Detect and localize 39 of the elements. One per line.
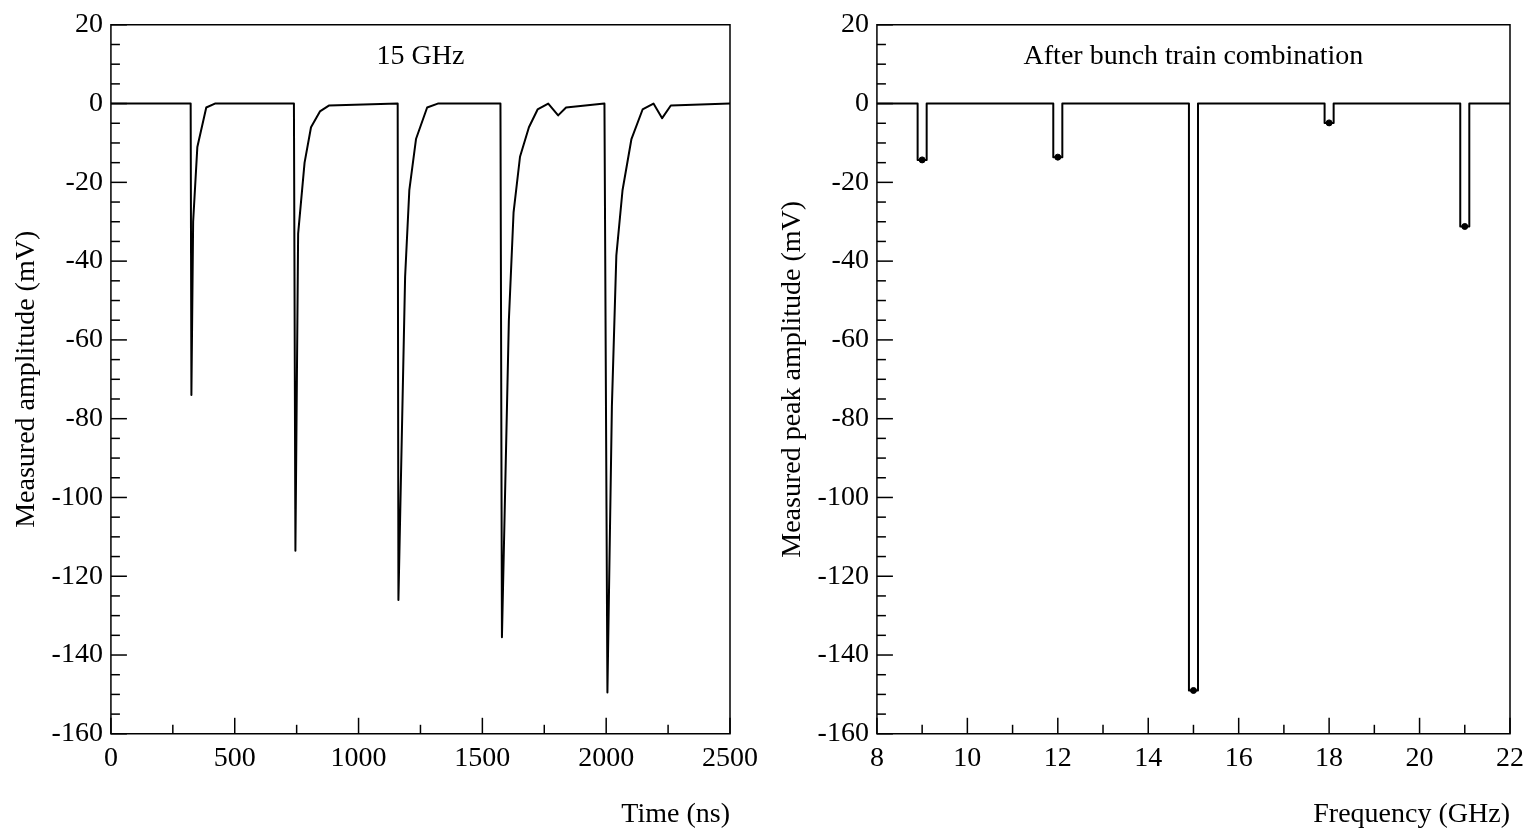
y-tick-label: -40 xyxy=(65,243,103,275)
y-tick-label: -160 xyxy=(817,716,869,748)
y-tick-label: 0 xyxy=(88,85,103,117)
y-tick-label: -60 xyxy=(831,322,869,354)
y-tick-label: 20 xyxy=(840,7,869,39)
y-tick-label: 0 xyxy=(854,85,869,117)
x-tick-label: 16 xyxy=(1224,740,1253,772)
y-tick-label: -60 xyxy=(65,322,103,354)
y-tick-label: -40 xyxy=(831,243,869,275)
y-tick-label: -140 xyxy=(51,637,103,669)
y-tick-label: -20 xyxy=(831,164,869,196)
y-tick-label: 20 xyxy=(74,7,103,39)
y-tick-label: -120 xyxy=(51,558,103,590)
x-axis-title: Frequency (GHz) xyxy=(1313,796,1510,828)
x-tick-label: 1500 xyxy=(454,740,511,772)
x-tick-label: 12 xyxy=(1043,740,1072,772)
y-tick-label: -80 xyxy=(831,401,869,433)
x-tick-label: 22 xyxy=(1496,740,1524,772)
x-tick-label: 14 xyxy=(1134,740,1163,772)
x-tick-label: 2000 xyxy=(578,740,635,772)
x-tick-label: 500 xyxy=(213,740,256,772)
x-tick-label: 2500 xyxy=(702,740,758,772)
y-axis-title: Measured amplitude (mV) xyxy=(9,230,41,528)
text: 15 GHz xyxy=(376,39,465,71)
x-tick-label: 10 xyxy=(953,740,982,772)
y-tick-label: -20 xyxy=(65,164,103,196)
y-tick-label: -100 xyxy=(817,479,869,511)
y-tick-label: -80 xyxy=(65,401,103,433)
x-tick-label: 20 xyxy=(1405,740,1434,772)
x-tick-label: 1000 xyxy=(330,740,387,772)
x-tick-label: 8 xyxy=(869,740,884,772)
text: After bunch train combination xyxy=(1023,39,1364,71)
x-axis-title: Time (ns) xyxy=(621,796,730,828)
y-tick-label: -140 xyxy=(817,637,869,669)
y-tick-label: -120 xyxy=(817,558,869,590)
x-tick-label: 18 xyxy=(1315,740,1344,772)
y-axis-title: Measured peak amplitude (mV) xyxy=(775,200,807,558)
y-tick-label: -100 xyxy=(51,479,103,511)
y-tick-label: -160 xyxy=(51,716,103,748)
